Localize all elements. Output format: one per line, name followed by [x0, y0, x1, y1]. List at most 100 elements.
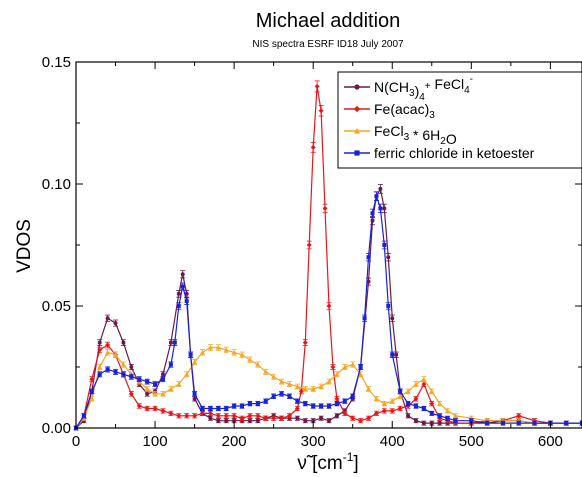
data-point — [224, 406, 229, 411]
data-point — [192, 396, 197, 401]
data-point — [429, 401, 435, 407]
data-point — [295, 399, 300, 404]
data-point — [310, 144, 316, 150]
data-point — [413, 381, 419, 387]
chart-title: Michael addition — [256, 10, 401, 32]
data-point — [168, 362, 173, 367]
data-point — [215, 344, 221, 350]
data-point — [413, 418, 418, 423]
y-tick-label: 0.15 — [42, 54, 71, 71]
data-point — [255, 413, 261, 419]
data-point — [358, 365, 363, 369]
legend-entry-part: ) — [415, 83, 420, 99]
data-point — [437, 413, 442, 418]
data-point — [469, 418, 474, 423]
data-point — [373, 410, 379, 416]
data-point — [279, 391, 284, 396]
data-point — [350, 362, 356, 367]
data-point — [144, 405, 150, 411]
data-point — [311, 418, 316, 423]
data-point — [215, 413, 221, 419]
data-point — [192, 359, 198, 365]
data-point — [453, 413, 458, 418]
x-tick-label: 200 — [222, 433, 247, 450]
x-tick-label: 400 — [380, 433, 405, 450]
data-point — [295, 416, 300, 421]
data-point — [105, 349, 111, 355]
data-point — [231, 413, 237, 419]
x-tick-label: 300 — [301, 433, 326, 450]
data-point — [255, 362, 261, 367]
data-point — [223, 347, 229, 352]
legend-entry-part: * 6H — [409, 127, 440, 143]
data-point — [152, 391, 158, 396]
data-point — [334, 396, 340, 402]
data-point — [397, 393, 403, 399]
data-point — [247, 401, 252, 406]
data-point — [350, 415, 356, 421]
data-point — [89, 396, 95, 401]
data-point — [200, 406, 205, 411]
data-point — [247, 418, 252, 423]
data-point — [180, 284, 185, 289]
data-point — [319, 416, 324, 421]
data-point — [120, 362, 126, 367]
data-point — [168, 340, 173, 345]
data-point — [286, 413, 292, 419]
data-point — [319, 404, 324, 409]
data-point — [89, 389, 94, 394]
data-point — [429, 421, 434, 426]
data-point — [255, 401, 260, 406]
axis-ticks: 0 100 200 300 400 500 600 0.00 0.05 0.10 0.15 — [42, 54, 582, 450]
data-point — [216, 418, 221, 423]
data-point — [279, 415, 285, 421]
legend-entry-part: ferric chloride in ketoester — [374, 145, 535, 161]
data-point — [207, 410, 213, 416]
series-group — [73, 344, 582, 431]
data-point — [129, 365, 134, 369]
data-point — [516, 413, 522, 419]
data-point — [263, 369, 269, 374]
data-point — [121, 372, 126, 377]
data-point — [421, 376, 427, 382]
legend-entry-part: 4 — [419, 92, 425, 103]
data-point — [239, 352, 245, 357]
series-line — [75, 346, 582, 429]
data-point — [153, 382, 158, 387]
data-point — [370, 211, 375, 216]
data-point — [184, 371, 190, 377]
legend-entry-part: + — [425, 81, 431, 92]
data-point — [113, 369, 118, 374]
data-point — [389, 398, 395, 404]
data-point — [239, 415, 245, 421]
data-point — [358, 371, 364, 377]
data-point — [145, 379, 150, 384]
data-point — [172, 340, 177, 345]
series-group — [73, 191, 582, 431]
data-point — [136, 403, 142, 409]
data-point — [390, 316, 395, 321]
data-point — [421, 406, 426, 411]
x-tick-label: 600 — [538, 433, 563, 450]
data-point — [180, 272, 185, 277]
data-point — [137, 377, 142, 382]
data-point — [326, 379, 332, 384]
data-point — [362, 316, 367, 321]
data-point — [303, 401, 308, 406]
data-point — [160, 372, 165, 377]
data-point — [160, 377, 165, 382]
data-point — [342, 410, 348, 416]
data-point — [121, 340, 126, 345]
data-point — [406, 413, 411, 418]
data-point — [160, 391, 166, 396]
data-point — [184, 413, 190, 419]
data-point — [200, 349, 205, 355]
data-point — [373, 396, 379, 401]
data-point — [353, 105, 361, 113]
data-point — [208, 416, 213, 421]
data-point — [279, 379, 285, 384]
data-point — [168, 410, 174, 416]
legend-entry-part: - — [470, 74, 473, 85]
x-tick-label: 100 — [143, 433, 168, 450]
